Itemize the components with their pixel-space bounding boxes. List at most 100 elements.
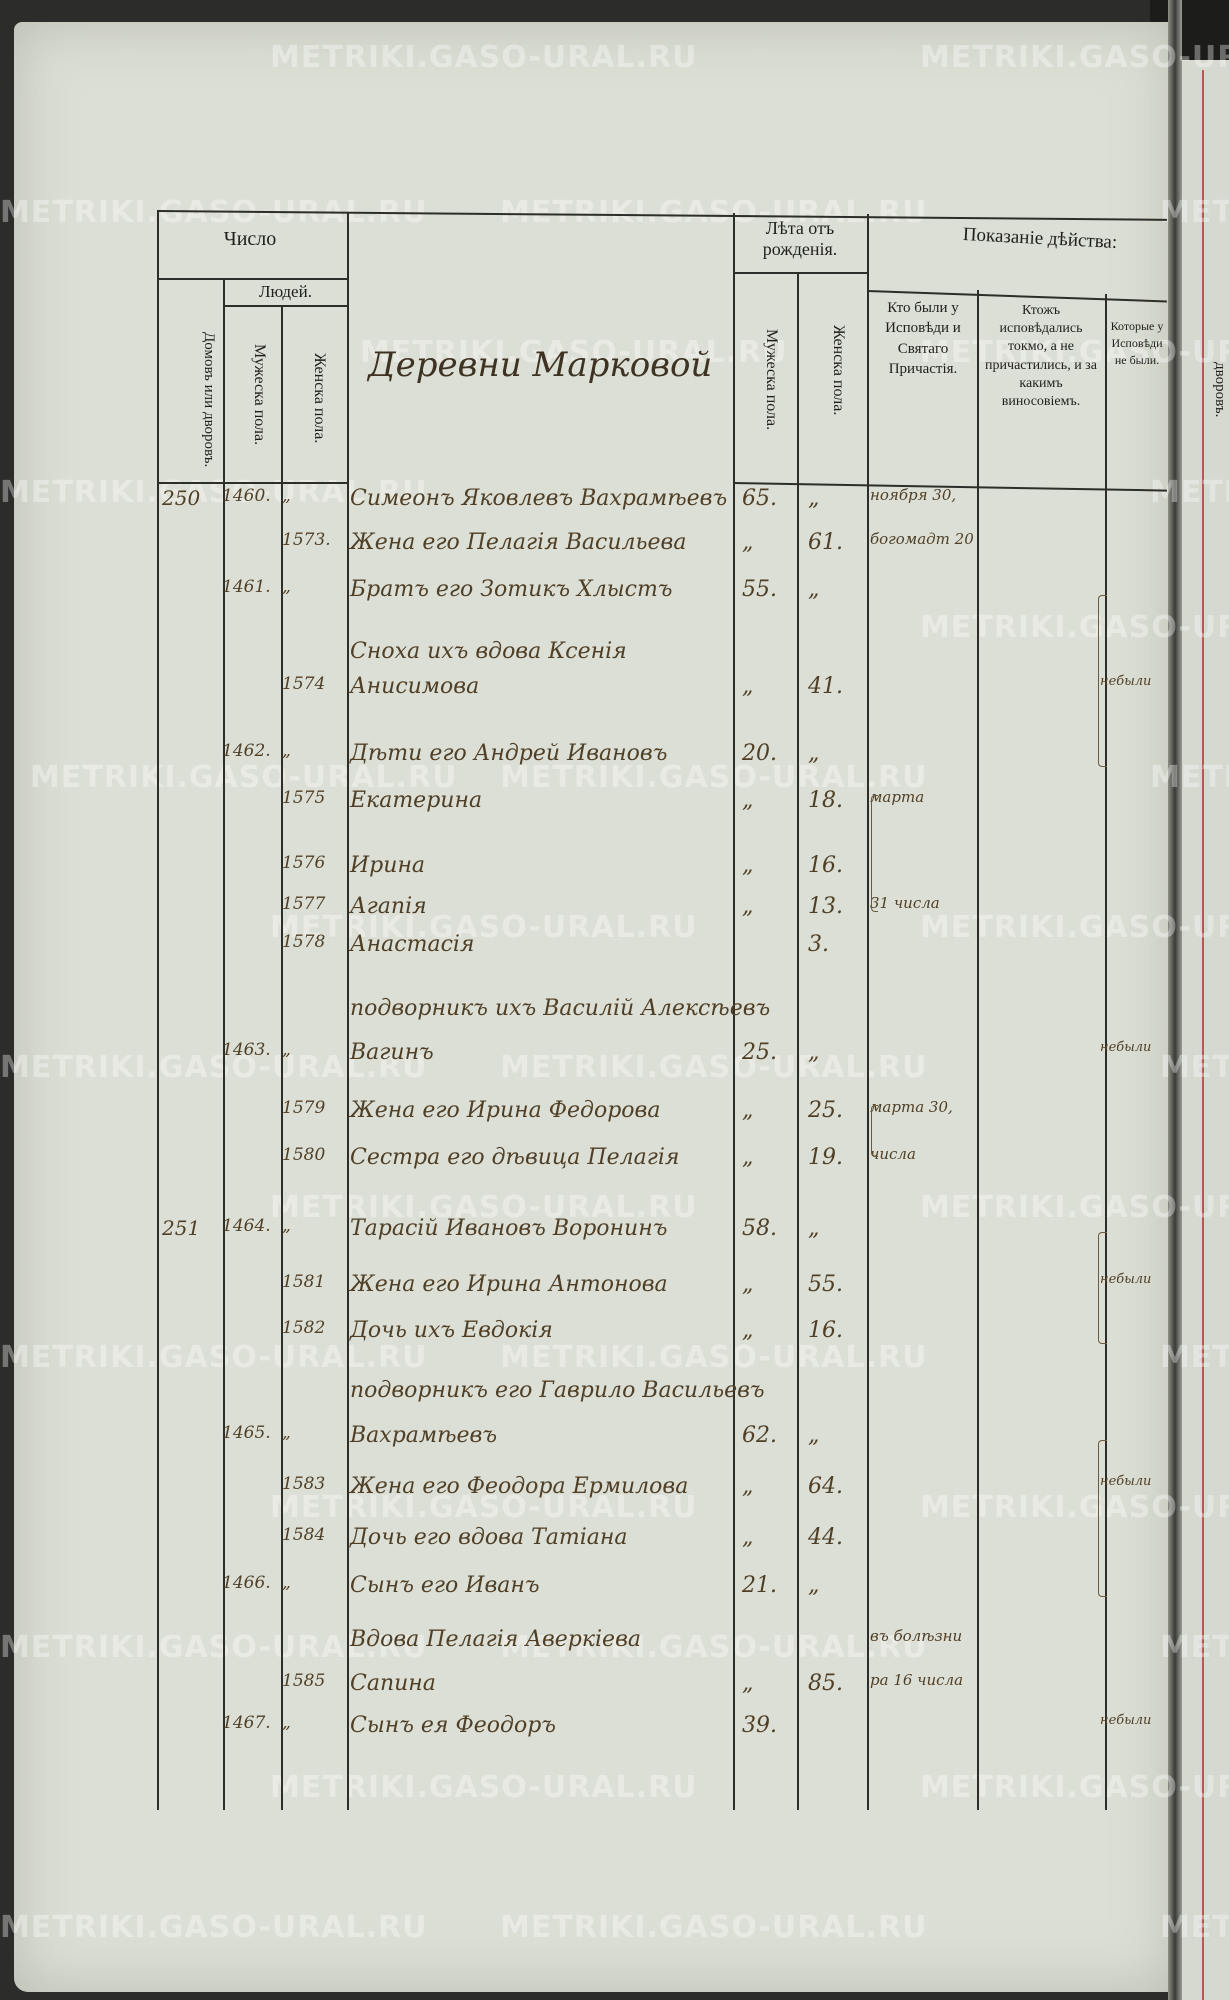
person-name: Сестра его дѣвица Пелагія bbox=[350, 1145, 680, 1170]
male-age: „ bbox=[742, 788, 754, 813]
header-chislo: Число bbox=[223, 228, 277, 250]
male-age: „ bbox=[742, 1145, 754, 1170]
male-age: 58. bbox=[742, 1216, 777, 1241]
female-age: „ bbox=[808, 1423, 820, 1448]
female-age: 85. bbox=[808, 1671, 843, 1696]
confessed-date: богомадт 20 bbox=[870, 530, 974, 548]
person-name: Сноха ихъ вдова Ксенія bbox=[350, 639, 627, 664]
header-domov: Домовъ или дворовъ. bbox=[201, 332, 217, 468]
male-number: 1461. bbox=[222, 577, 271, 597]
female-age: „ bbox=[808, 486, 820, 511]
person-name: подворникъ ихъ Василій Алексѣевъ bbox=[350, 996, 771, 1021]
male-age: 65. bbox=[742, 486, 777, 511]
header-bottom-rule-left bbox=[157, 482, 347, 484]
confessed-date: марта bbox=[870, 788, 925, 806]
paper-sheet bbox=[14, 22, 1174, 1992]
female-number: 1585 bbox=[282, 1671, 326, 1691]
female-number: 1578 bbox=[282, 932, 326, 952]
male-age: 20. bbox=[742, 741, 777, 766]
person-name: Анисимова bbox=[350, 674, 480, 699]
male-age: 55. bbox=[742, 577, 777, 602]
female-age: „ bbox=[808, 577, 820, 602]
col-rule bbox=[281, 305, 283, 1810]
next-page-edge bbox=[1180, 60, 1229, 2000]
confessed-date: ноября 30, bbox=[870, 486, 957, 504]
person-name: Дочь его вдова Татіана bbox=[350, 1525, 628, 1550]
female-age: „ bbox=[808, 1573, 820, 1598]
col-rule bbox=[157, 210, 159, 1810]
absent-mark: небыли bbox=[1100, 1040, 1152, 1055]
absent-mark: небыли bbox=[1100, 1713, 1152, 1728]
female-number: 1575 bbox=[282, 788, 326, 808]
female-number: 1579 bbox=[282, 1098, 326, 1118]
col-rule bbox=[733, 213, 735, 1810]
male-number: 1467. bbox=[222, 1713, 271, 1733]
female-age: 25. bbox=[808, 1098, 843, 1123]
confessed-date: 31 числа bbox=[870, 894, 940, 912]
female-age: „ bbox=[808, 1040, 820, 1065]
female-number: „ bbox=[282, 1040, 291, 1060]
person-name: Вахрамѣевъ bbox=[350, 1423, 498, 1448]
person-name: Братъ его Зотикъ Хлыстъ bbox=[350, 577, 673, 602]
person-name: Анастасія bbox=[350, 932, 475, 957]
female-number: 1581 bbox=[282, 1272, 326, 1292]
male-age: „ bbox=[742, 1671, 754, 1696]
absent-mark: небыли bbox=[1100, 1474, 1152, 1489]
col-rule bbox=[977, 290, 979, 1810]
header-male-number: Мужеска пола. bbox=[251, 343, 268, 446]
male-age: 62. bbox=[742, 1423, 777, 1448]
house-number: 251 bbox=[162, 1216, 201, 1240]
person-name: Агапія bbox=[350, 894, 427, 919]
confessed-date: марта 30, bbox=[870, 1098, 953, 1116]
person-name: Дочь ихъ Евдокія bbox=[350, 1318, 553, 1343]
village-title: Деревни Марковой bbox=[368, 345, 713, 385]
male-number: 1466. bbox=[222, 1573, 271, 1593]
person-name: Жена его Феодора Ермилова bbox=[350, 1474, 689, 1499]
person-name: Тарасій Ивановъ Воронинъ bbox=[350, 1216, 668, 1241]
rule-under-chislo bbox=[157, 278, 347, 280]
female-age: „ bbox=[808, 741, 820, 766]
female-age: 16. bbox=[808, 853, 843, 878]
person-name: Вдова Пелагія Аверкіева bbox=[350, 1627, 641, 1652]
male-age: „ bbox=[742, 530, 754, 555]
male-age: „ bbox=[742, 1525, 754, 1550]
female-age: 64. bbox=[808, 1474, 843, 1499]
female-number: „ bbox=[282, 1713, 291, 1733]
absent-mark: небыли bbox=[1100, 1272, 1152, 1287]
next-page-red-rule bbox=[1202, 70, 1204, 2000]
bracket bbox=[1098, 1440, 1107, 1597]
col-rule bbox=[223, 278, 225, 1810]
female-number: 1580 bbox=[282, 1145, 326, 1165]
female-age: 13. bbox=[808, 894, 843, 919]
person-name: Жена его Ирина Антонова bbox=[350, 1272, 668, 1297]
female-age: 41. bbox=[808, 674, 843, 699]
absent-mark: небыли bbox=[1100, 674, 1152, 689]
female-number: 1583 bbox=[282, 1474, 326, 1494]
header-lyudey: Людей. bbox=[259, 282, 312, 301]
person-name: Екатерина bbox=[350, 788, 483, 813]
confessed-date: въ болѣзни bbox=[870, 1627, 963, 1645]
header-absent: Которые у Исповѣди не были. bbox=[1110, 319, 1164, 367]
male-age: 39. bbox=[742, 1713, 777, 1738]
female-age: 18. bbox=[808, 788, 843, 813]
male-age: „ bbox=[742, 674, 754, 699]
col-rule bbox=[867, 214, 869, 1810]
confessed-date: числа bbox=[870, 1145, 916, 1163]
female-number: 1574 bbox=[282, 674, 326, 694]
bracket bbox=[871, 1105, 878, 1157]
female-number: 1573. bbox=[282, 530, 331, 550]
female-number: 1576 bbox=[282, 853, 326, 873]
col-rule bbox=[797, 272, 799, 1810]
male-age: „ bbox=[742, 853, 754, 878]
person-name: подворникъ его Гаврило Васильевъ bbox=[350, 1378, 765, 1403]
male-age: „ bbox=[742, 1318, 754, 1343]
header-confessed-only: Ктожъ исповѣдались токмо, а не причастил… bbox=[985, 303, 1097, 409]
male-number: 1460. bbox=[222, 486, 271, 506]
person-name: Сапина bbox=[350, 1671, 436, 1696]
col-rule bbox=[347, 212, 349, 1810]
male-number: 1464. bbox=[222, 1216, 271, 1236]
female-number: „ bbox=[282, 1423, 291, 1443]
rule-under-lyudey bbox=[223, 305, 347, 307]
person-name: Сынъ ея Феодоръ bbox=[350, 1713, 556, 1738]
